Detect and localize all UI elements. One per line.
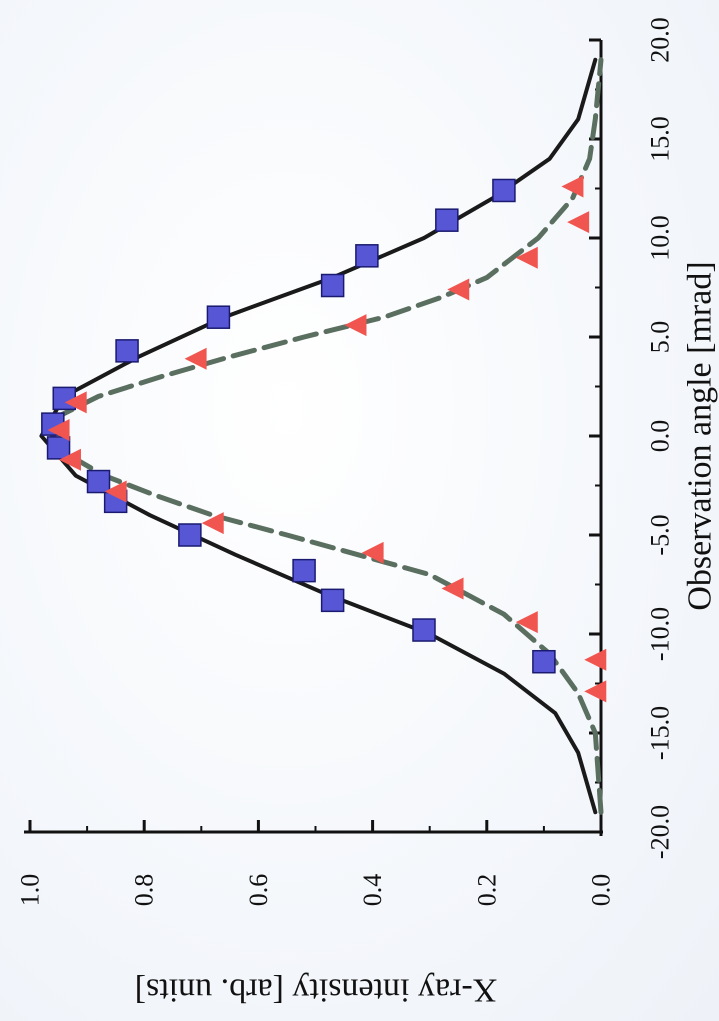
triangle-marker	[515, 611, 538, 634]
triangle-marker	[64, 391, 87, 414]
square-marker	[435, 208, 459, 232]
dashed-fit-curve	[50, 57, 604, 815]
square-marker	[412, 618, 436, 642]
square-marker	[355, 244, 379, 268]
square-marker	[532, 649, 556, 674]
intensity-ticks: 0.0 0.2 0.4 0.6 0.8 1.0	[16, 820, 616, 906]
angle-ticks: -20.0 -15.0 -10.0 -5.0 0.0 5.0 10.0 15.0 20.0	[589, 17, 675, 859]
square-marker	[320, 588, 345, 613]
square-marker	[52, 386, 77, 411]
triangle-marker	[441, 577, 464, 600]
angle-tick-label: -5.0	[646, 514, 675, 555]
square-marker	[292, 558, 316, 583]
angle-axis-title: Observation angle [mrad]	[682, 261, 719, 610]
angle-tick-label: 5.0	[646, 321, 675, 354]
square-marker	[178, 523, 202, 547]
intensity-tick-label: 0.6	[244, 874, 273, 907]
angle-tick-label: -10.0	[646, 607, 675, 661]
angle-tick-label: -20.0	[646, 805, 675, 859]
triangle-marker	[201, 512, 224, 535]
triangle-marker	[515, 246, 538, 269]
square-marker	[206, 305, 231, 329]
intensity-tick-label: 0.0	[587, 874, 616, 907]
angle-tick-label: 0.0	[646, 420, 675, 453]
triangle-marker	[47, 419, 70, 442]
square-marker	[320, 273, 345, 298]
intensity-tick-label: 1.0	[16, 874, 45, 907]
intensity-tick-label: 0.8	[130, 874, 159, 907]
angle-tick-label: -15.0	[646, 706, 675, 760]
triangle-marker	[104, 480, 127, 503]
triangle-marker	[344, 314, 367, 337]
angle-tick-label: 10.0	[646, 215, 675, 261]
triangle-marker	[584, 680, 607, 703]
triangle-marker	[184, 347, 207, 370]
triangle-marker	[447, 278, 470, 301]
intensity-tick-label: 0.4	[358, 874, 387, 907]
angle-tick-label: 20.0	[646, 17, 675, 63]
solid-fit-curve	[39, 57, 598, 815]
curves	[39, 57, 604, 815]
triangle-marker	[58, 448, 81, 471]
square-marker	[492, 178, 516, 203]
intensity-tick-label: 0.2	[472, 874, 501, 907]
markers	[41, 175, 607, 703]
triangle-marker	[361, 541, 384, 564]
triangle-marker	[584, 648, 607, 671]
square-marker	[115, 339, 139, 363]
square-marker	[86, 469, 111, 494]
axes	[24, 40, 603, 836]
square-marker	[46, 436, 71, 460]
intensity-axis-title: X-ray intensity [arb. units]	[135, 972, 498, 1009]
triangle-marker	[567, 211, 590, 234]
triangle-marker	[561, 175, 584, 198]
angle-tick-label: 15.0	[646, 116, 675, 162]
